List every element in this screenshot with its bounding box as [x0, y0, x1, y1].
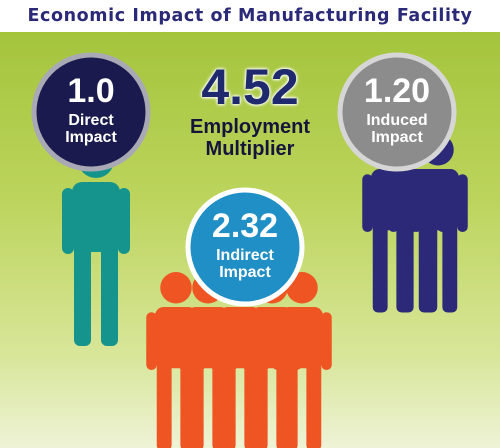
indirect-impact-label: Indirect Impact: [190, 247, 300, 281]
direct-impact-label-line2: Impact: [65, 129, 117, 146]
induced-impact-bubble: [337, 52, 457, 172]
induced-impact-label: Induced Impact: [342, 112, 452, 146]
direct-person-icon: [62, 142, 130, 346]
direct-impact-bubble: [31, 52, 151, 172]
indirect-impact-bubble: [185, 187, 305, 307]
direct-impact-label: Direct Impact: [36, 112, 146, 146]
indirect-impact-label-line2: Impact: [219, 264, 271, 281]
direct-impact-label-line1: Direct: [68, 112, 114, 129]
direct-impact-value: 1.0: [67, 72, 115, 110]
multiplier-label-line1: Employment: [189, 116, 311, 138]
induced-impact-value: 1.20: [363, 72, 431, 110]
multiplier-value: 4.52: [201, 59, 299, 115]
infographic-graphics: [31, 52, 468, 448]
title-bar: Economic Impact of Manufacturing Facilit…: [0, 0, 500, 32]
infographic-stage: 4.52 Employment Multiplier 1.0 Direct Im…: [0, 32, 500, 448]
indirect-impact-label-line1: Indirect: [216, 247, 274, 264]
induced-impact-label-line1: Induced: [366, 112, 428, 129]
induced-impact-label-line2: Impact: [371, 129, 423, 146]
page-title: Economic Impact of Manufacturing Facilit…: [27, 6, 473, 26]
multiplier-label-line2: Multiplier: [205, 138, 295, 160]
indirect-impact-value: 2.32: [211, 207, 279, 245]
multiplier-label: Employment Multiplier: [170, 116, 330, 160]
